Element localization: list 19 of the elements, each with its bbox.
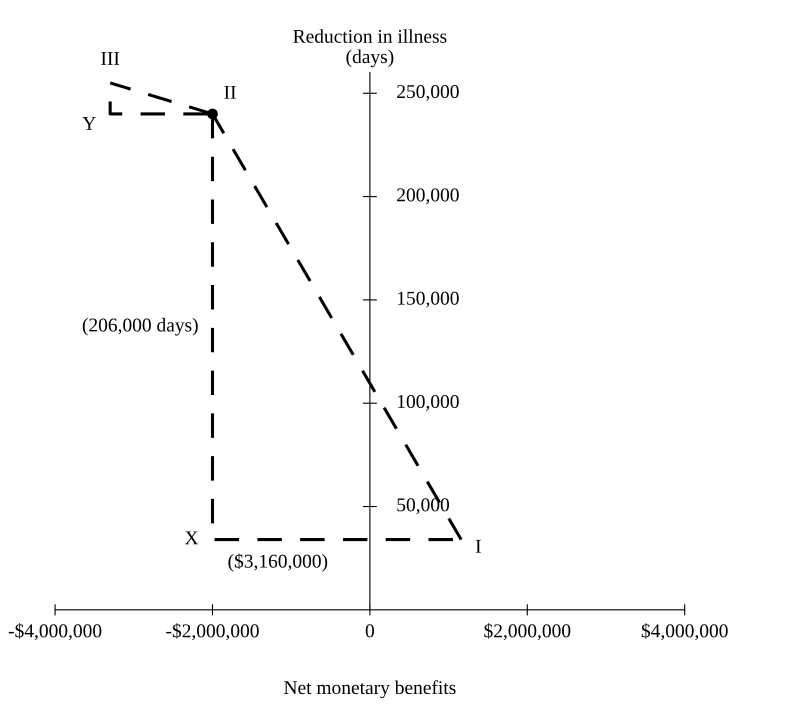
y-axis-title: Reduction in illness (days) [293, 29, 446, 68]
x-tick-label: $2,000,000 [484, 623, 570, 640]
annotation: Y [82, 116, 96, 130]
y-tick-label: 50,000 [397, 498, 450, 514]
annotation: X [184, 532, 198, 544]
x-tick-label: $4,000,000 [642, 623, 728, 640]
x-axis-title: Net monetary benefits [284, 680, 456, 698]
y-tick-label: 250,000 [397, 85, 459, 101]
annotation: (206,000 days) [82, 318, 198, 336]
x-tick-label: 0 [366, 624, 374, 638]
annotation: III [101, 52, 120, 65]
x-tick-label: -$2,000,000 [166, 623, 259, 640]
y-tick-label: 100,000 [398, 394, 459, 411]
y-tick-label: 200,000 [397, 188, 459, 204]
annotation: II [224, 86, 236, 99]
x-tick-label: -$4,000,000 [8, 623, 102, 640]
annotation: ($3,160,000) [228, 553, 328, 572]
y-tick-label: 150,000 [398, 292, 459, 308]
annotation: I [476, 540, 481, 553]
